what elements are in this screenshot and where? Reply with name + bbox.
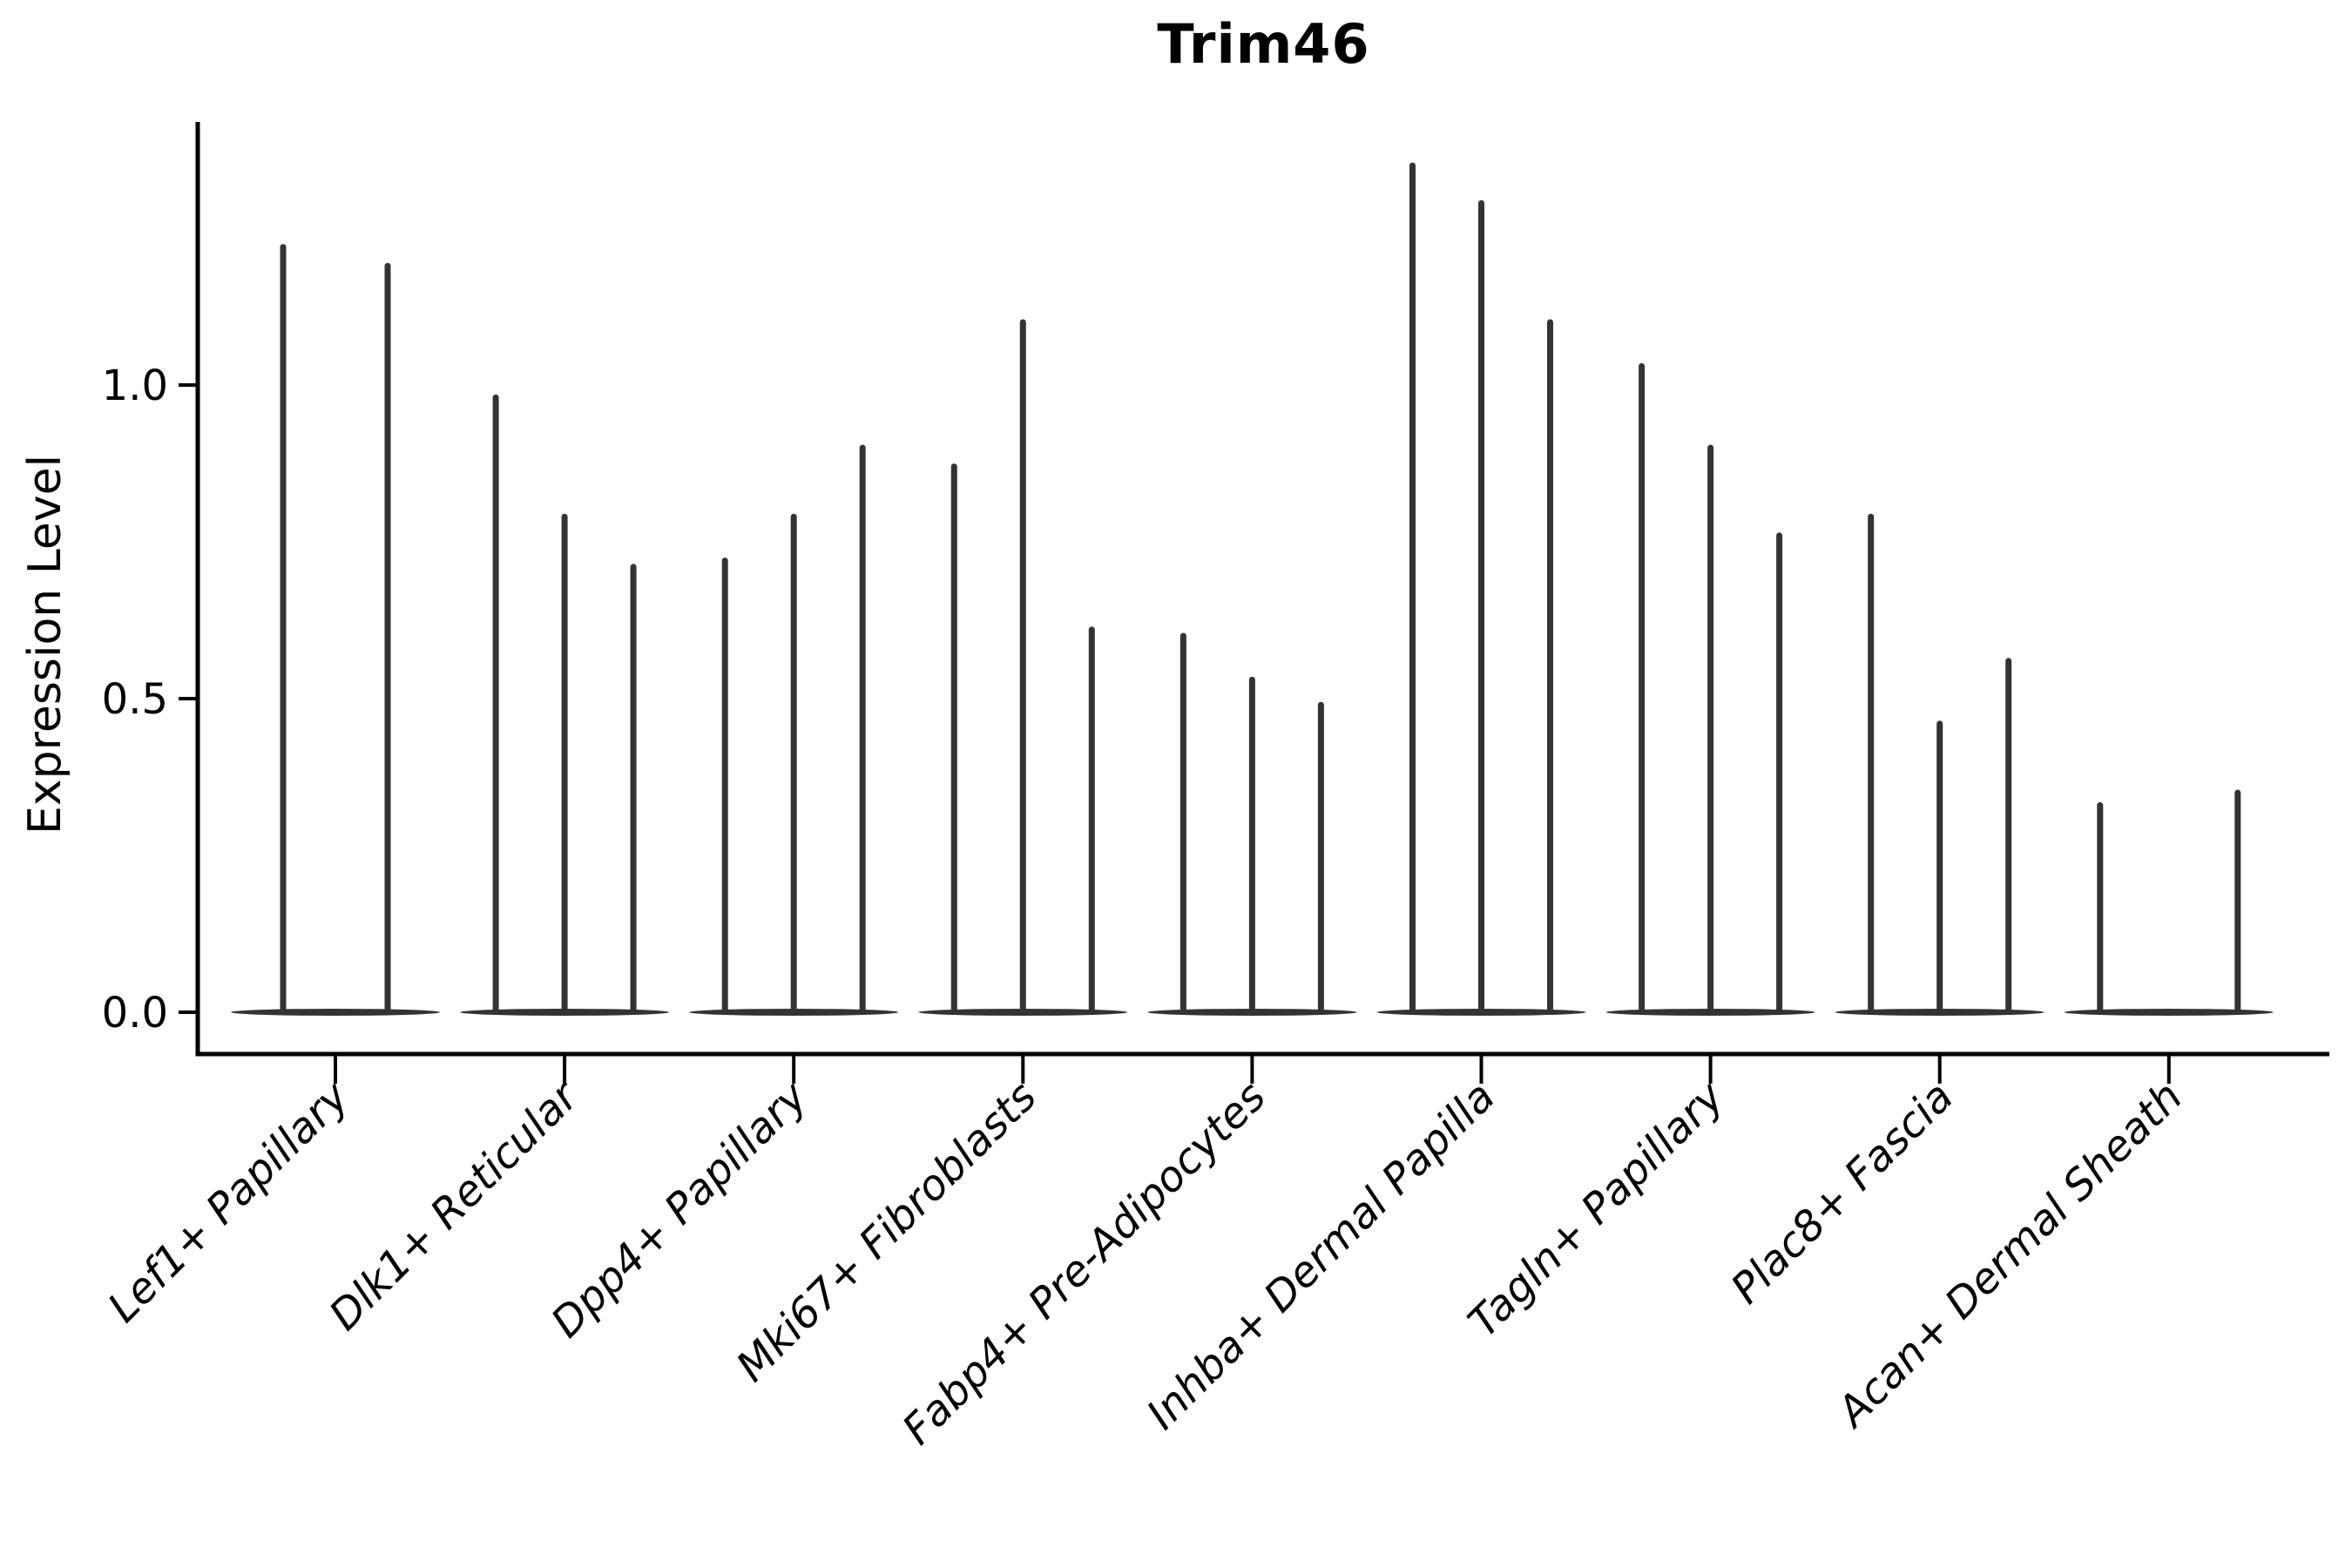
y-tick-label: 0.0 <box>102 989 168 1037</box>
y-tick-label: 1.0 <box>102 362 168 410</box>
y-axis-label: Expression Level <box>19 454 71 835</box>
violin-base <box>231 1009 440 1016</box>
x-tick-label: Fabp4+ Pre-Adipocytes <box>893 1072 1275 1455</box>
x-tick-label: Plac8+ Fascia <box>1722 1072 1963 1314</box>
x-tick-label: Tagln+ Papillary <box>1459 1071 1734 1347</box>
chart-title: Trim46 <box>1157 12 1370 76</box>
x-tick-label: Dpp4+ Papillary <box>542 1071 817 1347</box>
y-tick-label: 0.5 <box>102 675 168 724</box>
x-tick-label: Lef1+ Papillary <box>98 1071 359 1332</box>
violin-base <box>2064 1009 2274 1016</box>
x-tick-label: Dlk1+ Reticular <box>320 1071 590 1341</box>
